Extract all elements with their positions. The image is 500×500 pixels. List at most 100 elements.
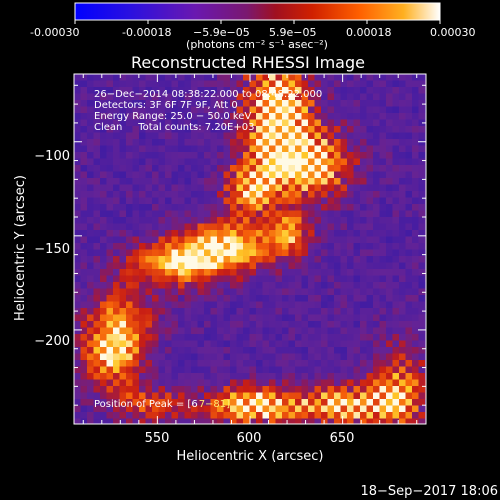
heatmap-cell xyxy=(269,217,277,225)
heatmap-cell xyxy=(152,171,160,179)
heatmap-cell xyxy=(171,353,179,361)
heatmap-cell xyxy=(366,217,374,225)
heatmap-cell xyxy=(366,204,374,212)
heatmap-cell xyxy=(80,301,88,309)
heatmap-cell xyxy=(353,158,361,166)
heatmap-cell xyxy=(243,379,251,387)
heatmap-cell xyxy=(100,178,108,186)
heatmap-cell xyxy=(119,113,127,121)
heatmap-cell xyxy=(178,275,186,283)
heatmap-cell xyxy=(412,87,420,95)
heatmap-cell xyxy=(256,360,264,368)
heatmap-cell xyxy=(327,184,335,192)
heatmap-cell xyxy=(178,113,186,121)
heatmap-cell xyxy=(223,256,231,264)
heatmap-cell xyxy=(126,340,134,348)
heatmap-cell xyxy=(197,256,205,264)
heatmap-cell xyxy=(145,288,153,296)
heatmap-cell xyxy=(353,269,361,277)
heatmap-cell xyxy=(360,301,368,309)
heatmap-cell xyxy=(139,204,147,212)
heatmap-cell xyxy=(87,301,95,309)
heatmap-cell xyxy=(178,353,186,361)
heatmap-cell xyxy=(165,256,173,264)
heatmap-cell xyxy=(249,321,257,329)
heatmap-cell xyxy=(191,139,199,147)
heatmap-cell xyxy=(191,158,199,166)
heatmap-cell xyxy=(230,171,238,179)
heatmap-cell xyxy=(288,243,296,251)
heatmap-cell xyxy=(262,158,270,166)
heatmap-cell xyxy=(295,327,303,335)
heatmap-cell xyxy=(340,165,348,173)
heatmap-cell xyxy=(412,223,420,231)
heatmap-cell xyxy=(132,353,140,361)
heatmap-cell xyxy=(93,334,101,342)
heatmap-cell xyxy=(295,308,303,316)
heatmap-cell xyxy=(405,126,413,134)
heatmap-cell xyxy=(223,145,231,153)
heatmap-cell xyxy=(373,275,381,283)
heatmap-cell xyxy=(334,327,342,335)
heatmap-cell xyxy=(106,106,114,114)
heatmap-cell xyxy=(275,399,283,407)
heatmap-cell xyxy=(379,230,387,238)
heatmap-cell xyxy=(321,262,329,270)
heatmap-cell xyxy=(165,282,173,290)
heatmap-cell xyxy=(392,113,400,121)
heatmap-cell xyxy=(171,106,179,114)
heatmap-cell xyxy=(243,288,251,296)
heatmap-cell xyxy=(347,275,355,283)
heatmap-cell xyxy=(256,80,264,88)
heatmap-cell xyxy=(165,379,173,387)
heatmap-cell xyxy=(152,223,160,231)
heatmap-cell xyxy=(184,230,192,238)
heatmap-cell xyxy=(178,360,186,368)
heatmap-cell xyxy=(314,301,322,309)
heatmap-cell xyxy=(158,275,166,283)
heatmap-cell xyxy=(165,347,173,355)
heatmap-cell xyxy=(386,256,394,264)
heatmap-cell xyxy=(412,119,420,127)
heatmap-cell xyxy=(321,165,329,173)
heatmap-cell xyxy=(269,93,277,101)
heatmap-cell xyxy=(275,197,283,205)
heatmap-cell xyxy=(236,288,244,296)
heatmap-cell xyxy=(191,236,199,244)
heatmap-cell xyxy=(74,301,82,309)
heatmap-cell xyxy=(178,262,186,270)
heatmap-cell xyxy=(113,360,121,368)
heatmap-cell xyxy=(256,100,264,108)
heatmap-cell xyxy=(321,308,329,316)
heatmap-cell xyxy=(165,191,173,199)
heatmap-cell xyxy=(256,87,264,95)
heatmap-cell xyxy=(191,178,199,186)
heatmap-cell xyxy=(223,217,231,225)
heatmap-cell xyxy=(152,347,160,355)
heatmap-cell xyxy=(223,74,231,82)
heatmap-cell xyxy=(275,405,283,413)
heatmap-cell xyxy=(353,314,361,322)
heatmap-cell xyxy=(119,321,127,329)
heatmap-cell xyxy=(158,93,166,101)
heatmap-cell xyxy=(256,405,264,413)
heatmap-cell xyxy=(386,184,394,192)
heatmap-cell xyxy=(249,80,257,88)
heatmap-cell xyxy=(353,139,361,147)
heatmap-cell xyxy=(295,321,303,329)
heatmap-cell xyxy=(262,288,270,296)
heatmap-cell xyxy=(399,288,407,296)
heatmap-cell xyxy=(295,217,303,225)
heatmap-cell xyxy=(308,340,316,348)
heatmap-cell xyxy=(347,386,355,394)
heatmap-cell xyxy=(340,126,348,134)
heatmap-cell xyxy=(412,321,420,329)
heatmap-cell xyxy=(269,366,277,374)
heatmap-cell xyxy=(210,158,218,166)
heatmap-cell xyxy=(145,217,153,225)
heatmap-cell xyxy=(308,230,316,238)
heatmap-cell xyxy=(386,373,394,381)
heatmap-cell xyxy=(100,347,108,355)
heatmap-cell xyxy=(334,295,342,303)
heatmap-cell xyxy=(184,321,192,329)
